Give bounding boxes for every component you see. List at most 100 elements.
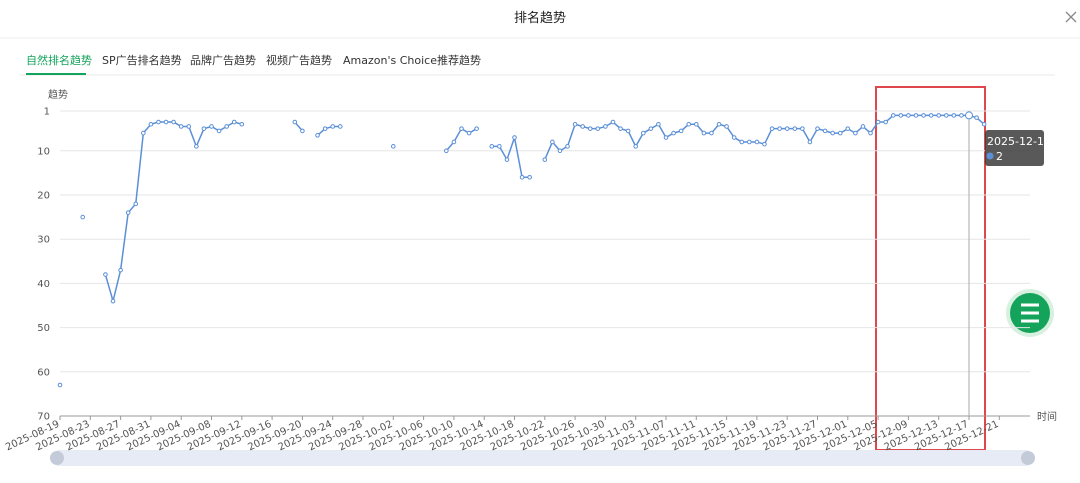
data-point [542,157,548,162]
data-point [595,126,601,131]
tooltip [985,130,1044,166]
data-point [216,128,222,134]
data-point [201,126,207,131]
y-tick-label: 50 [37,323,50,334]
data-point [701,130,707,136]
data-point [883,119,888,125]
data-point [610,119,616,125]
y-tick-label: 1 [44,107,50,118]
data-point [148,121,154,127]
data-point [625,128,631,134]
data-point [830,130,835,136]
data-point [580,124,585,129]
data-point [837,130,843,136]
data-point [777,126,782,131]
data-point [936,113,942,118]
y-tick-label: 60 [37,367,50,378]
data-point [224,124,229,129]
trend-line [104,121,243,304]
dialog-title: 排名趋势 [514,10,566,26]
y-axis-title: 趋势 [48,88,68,101]
data-point [716,121,722,127]
data-point [141,130,146,136]
data-point [103,272,108,277]
data-point [194,144,199,149]
data-point [709,130,714,136]
data-point [209,124,214,129]
x-axis-title: 时间 [1037,410,1057,423]
data-point [565,144,570,149]
data-point [156,119,161,125]
data-point [315,133,320,138]
data-point [656,121,661,127]
data-point [769,126,775,131]
zoom-handle[interactable] [1021,451,1035,465]
y-tick-label: 20 [37,190,50,201]
tab-underline [26,73,86,75]
data-point [239,121,245,127]
data-point [504,157,510,162]
y-tick-label: 10 [37,146,50,157]
data-point [489,144,495,149]
data-point [694,121,699,127]
data-point [231,119,237,125]
data-point [981,121,987,127]
data-point [853,130,858,136]
header [0,0,1080,38]
data-point [648,126,654,131]
data-point [807,139,813,145]
tab[interactable]: 自然排名趋势 [26,53,92,67]
data-point [322,126,328,131]
data-point [292,119,298,125]
data-point [671,130,676,136]
y-tick-label: 40 [37,279,50,290]
data-point [943,113,949,118]
data-point [186,124,192,129]
tooltip-marker [986,152,994,160]
trend-line [445,127,478,152]
data-point [587,126,593,131]
data-point [118,267,123,273]
data-point [928,113,934,118]
tab[interactable]: 视频广告趋势 [266,53,332,67]
trend-line [317,125,341,136]
data-point [497,144,502,149]
data-point [678,128,684,134]
tab[interactable]: 品牌广告趋势 [190,53,256,67]
data-point [512,135,517,140]
data-point [178,124,184,129]
data-point [875,119,881,125]
data-point [640,130,646,136]
data-point [459,126,464,131]
tooltip-value: 2 [996,150,1003,163]
data-point [959,113,964,118]
data-point [951,113,957,118]
data-point [747,139,752,145]
data-point [686,121,692,127]
data-point [557,148,563,154]
data-point [391,144,396,149]
data-point [80,214,86,220]
data-point [868,130,873,136]
data-point [572,121,578,127]
data-point [731,135,737,140]
data-point [792,126,798,131]
data-point [724,124,729,129]
data-point [527,175,532,180]
data-point [110,298,116,304]
data-point [618,126,623,131]
data-point [898,113,904,118]
zoom-slider[interactable] [57,450,1028,466]
tab[interactable]: Amazon's Choice推荐趋势 [343,53,481,67]
data-point [663,135,669,140]
close-button[interactable] [1065,11,1077,23]
data-point [444,148,449,154]
data-point [800,126,805,131]
data-point [784,126,790,131]
zoom-handle[interactable] [50,451,64,465]
tab[interactable]: SP广告排名趋势 [102,53,182,67]
data-point [974,115,979,120]
data-point [633,144,639,149]
data-point [519,175,525,180]
